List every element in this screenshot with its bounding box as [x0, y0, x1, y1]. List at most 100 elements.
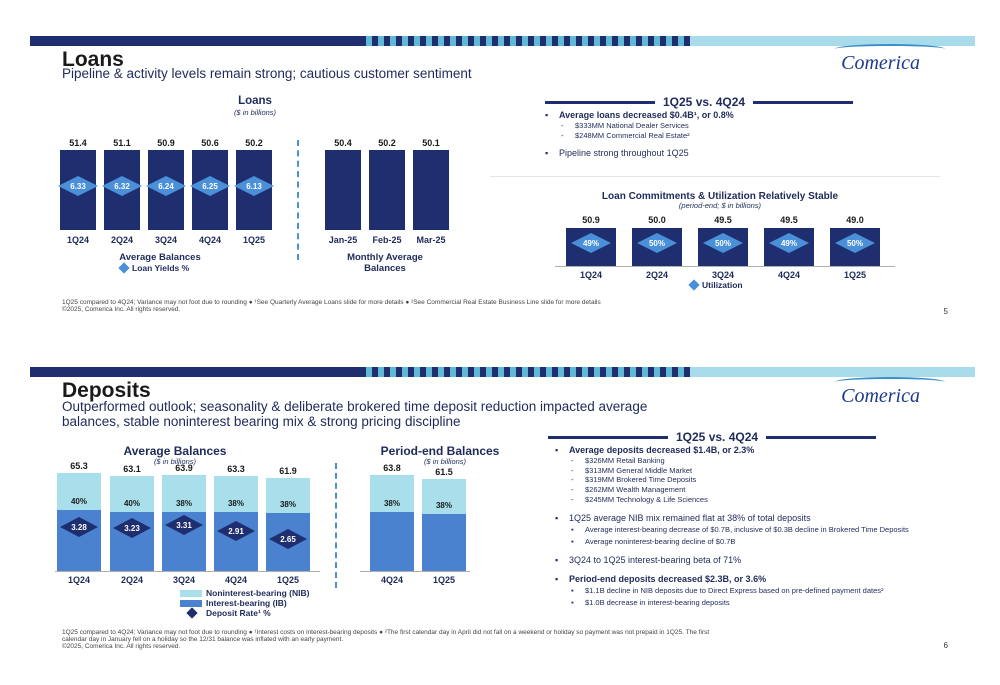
loan-bar-value: 50.1	[422, 138, 440, 148]
bullet-beta: 3Q24 to 1Q25 interest-bearing beta of 71…	[555, 555, 935, 566]
utilization-marker: 49%	[571, 233, 611, 253]
ib-segment	[370, 511, 414, 571]
commit-bar-value: 49.0	[846, 215, 864, 225]
slide-subtitle-2: balances, stable noninterest bearing mix…	[62, 414, 461, 429]
deposit-axis-right	[360, 571, 470, 572]
sub-bullet: $1.1B decline in NIB deposits due to Dir…	[555, 586, 935, 596]
utilization-marker: 50%	[637, 233, 677, 253]
sub-bullet: $248MM Commercial Real Estate²	[545, 131, 945, 141]
loan-category-label: Mar-25	[416, 235, 446, 245]
nib-segment	[162, 475, 206, 512]
deposit-bullets: Average deposits decreased $1.4B, or 2.3…	[555, 441, 935, 608]
slide-subtitle: Pipeline & activity levels remain strong…	[62, 66, 472, 81]
commit-bar-value: 49.5	[714, 215, 732, 225]
footnote-2: calendar day in January fell on a holida…	[62, 636, 344, 643]
commit-bar-value: 50.0	[648, 215, 666, 225]
deposit-total-value: 63.9	[175, 463, 193, 474]
loan-bar-value: 51.4	[69, 138, 87, 148]
sub-bullet: $1.0B decrease in interest-bearing depos…	[555, 598, 935, 608]
utilization-marker: 50%	[703, 233, 743, 253]
slide-deposits: Deposits Outperformed outlook; seasonali…	[0, 355, 1000, 685]
commit-chart-title: Loan Commitments & Utilization Relativel…	[601, 191, 839, 202]
footnote-1: 1Q25 compared to 4Q24; Variance may not …	[62, 629, 710, 636]
loan-bar-value: 50.9	[157, 138, 175, 148]
utilization-marker: 49%	[769, 233, 809, 253]
commit-axis	[555, 266, 895, 267]
commit-category-label: 3Q24	[711, 270, 735, 280]
copyright: ©2025, Comerica Inc. All rights reserved…	[62, 306, 181, 313]
nib-segment	[57, 473, 101, 511]
monthly-avg-label: Monthly Average Balances	[347, 252, 423, 274]
deposit-total-value: 61.5	[435, 466, 453, 477]
sub-bullet: $319MM Brokered Time Deposits	[555, 475, 935, 485]
deposit-rate-marker: 2.91	[217, 521, 255, 541]
loan-yield-marker: 6.32	[102, 176, 142, 196]
loan-yields-legend: Loan Yields %	[118, 262, 189, 274]
utilization-marker: 50%	[835, 233, 875, 253]
diamond-icon	[688, 279, 700, 291]
sub-bullet: $262MM Wealth Management	[555, 485, 935, 495]
loan-yield-marker: 6.24	[146, 176, 186, 196]
nib-segment	[266, 478, 310, 514]
loan-category-label: 2Q24	[110, 235, 134, 245]
loans-chart-title: Loans	[238, 95, 272, 107]
deposit-category-label: 4Q24	[224, 575, 248, 585]
commit-bar-value: 49.5	[780, 215, 798, 225]
avg-balances-subtitle: ($ in billions)	[153, 457, 197, 466]
utilization-legend: Utilization	[688, 279, 743, 291]
nib-segment	[214, 476, 258, 513]
header-stripe	[30, 36, 975, 46]
bullet-avg-deposits: Average deposits decreased $1.4B, or 2.3…	[555, 445, 935, 456]
loans-chart-subtitle: ($ in billions)	[233, 108, 277, 117]
deposit-total-value: 65.3	[70, 461, 88, 471]
rate-legend: Deposit Rate¹ %	[186, 607, 271, 619]
loan-bar-value: 51.1	[113, 138, 131, 148]
footnote: 1Q25 compared to 4Q24; Variance may not …	[62, 299, 601, 306]
diamond-icon	[186, 607, 198, 619]
nib-pct-label: 38%	[279, 500, 296, 510]
ib-segment	[422, 513, 466, 571]
page-number: 5	[943, 307, 948, 316]
nib-segment	[370, 475, 414, 512]
nib-pct-label: 40%	[123, 499, 140, 509]
divider-dashed	[297, 140, 299, 260]
right-section-header: 1Q25 vs. 4Q24	[545, 95, 854, 109]
commit-category-label: 1Q24	[579, 270, 603, 280]
nib-pct-label: 38%	[383, 498, 400, 508]
pe-balances-title: Period-end Balances	[380, 444, 500, 458]
deposit-total-value: 63.8	[383, 463, 401, 474]
sub-bullet: $333MM National Dealer Services	[545, 121, 945, 131]
deposit-category-label: 1Q25	[432, 575, 456, 585]
sub-bullet: $326MM Retail Banking	[555, 456, 935, 466]
commit-chart-subtitle: (period-end; $ in billions)	[678, 201, 762, 210]
nib-segment	[422, 478, 466, 514]
ib-legend: Interest-bearing (IB)	[180, 598, 287, 608]
deposit-axis-left	[55, 571, 320, 572]
loan-category-label: 4Q24	[198, 235, 222, 245]
deposit-total-value: 61.9	[279, 466, 297, 477]
nib-swatch	[180, 589, 202, 597]
copyright: ©2025, Comerica Inc. All rights reserved…	[62, 643, 181, 650]
header-stripe	[30, 367, 975, 377]
loan-yield-marker: 6.33	[58, 176, 98, 196]
slide-title: Deposits	[62, 379, 151, 402]
loan-bar-value: 50.2	[245, 138, 263, 148]
sub-bullet: Average noninterest-bearing decline of $…	[555, 537, 935, 547]
bullet-period-end: Period-end deposits decreased $2.3B, or …	[555, 574, 935, 585]
slide-title: Loans	[62, 48, 124, 71]
loan-yield-marker: 6.25	[190, 176, 230, 196]
bullet-nib-mix: 1Q25 average NIB mix remained flat at 38…	[555, 513, 935, 524]
deposit-category-label: 3Q24	[172, 575, 196, 585]
deposit-rate-marker: 3.31	[165, 515, 203, 535]
loan-bar	[325, 150, 361, 230]
loan-bar-value: 50.4	[334, 138, 352, 148]
loan-category-label: 1Q24	[66, 235, 90, 245]
bullet-avg-loans: Average loans decreased $0.4B¹, or 0.8%	[545, 110, 945, 121]
deposit-total-value: 63.1	[123, 464, 141, 475]
nib-pct-label: 38%	[227, 499, 244, 509]
loan-bar-value: 50.6	[201, 138, 219, 148]
commit-bar-value: 50.9	[582, 215, 600, 225]
loan-bar	[413, 150, 449, 230]
sub-bullet: Average interest-bearing decrease of $0.…	[555, 525, 935, 535]
deposit-category-label: 1Q25	[276, 575, 300, 585]
